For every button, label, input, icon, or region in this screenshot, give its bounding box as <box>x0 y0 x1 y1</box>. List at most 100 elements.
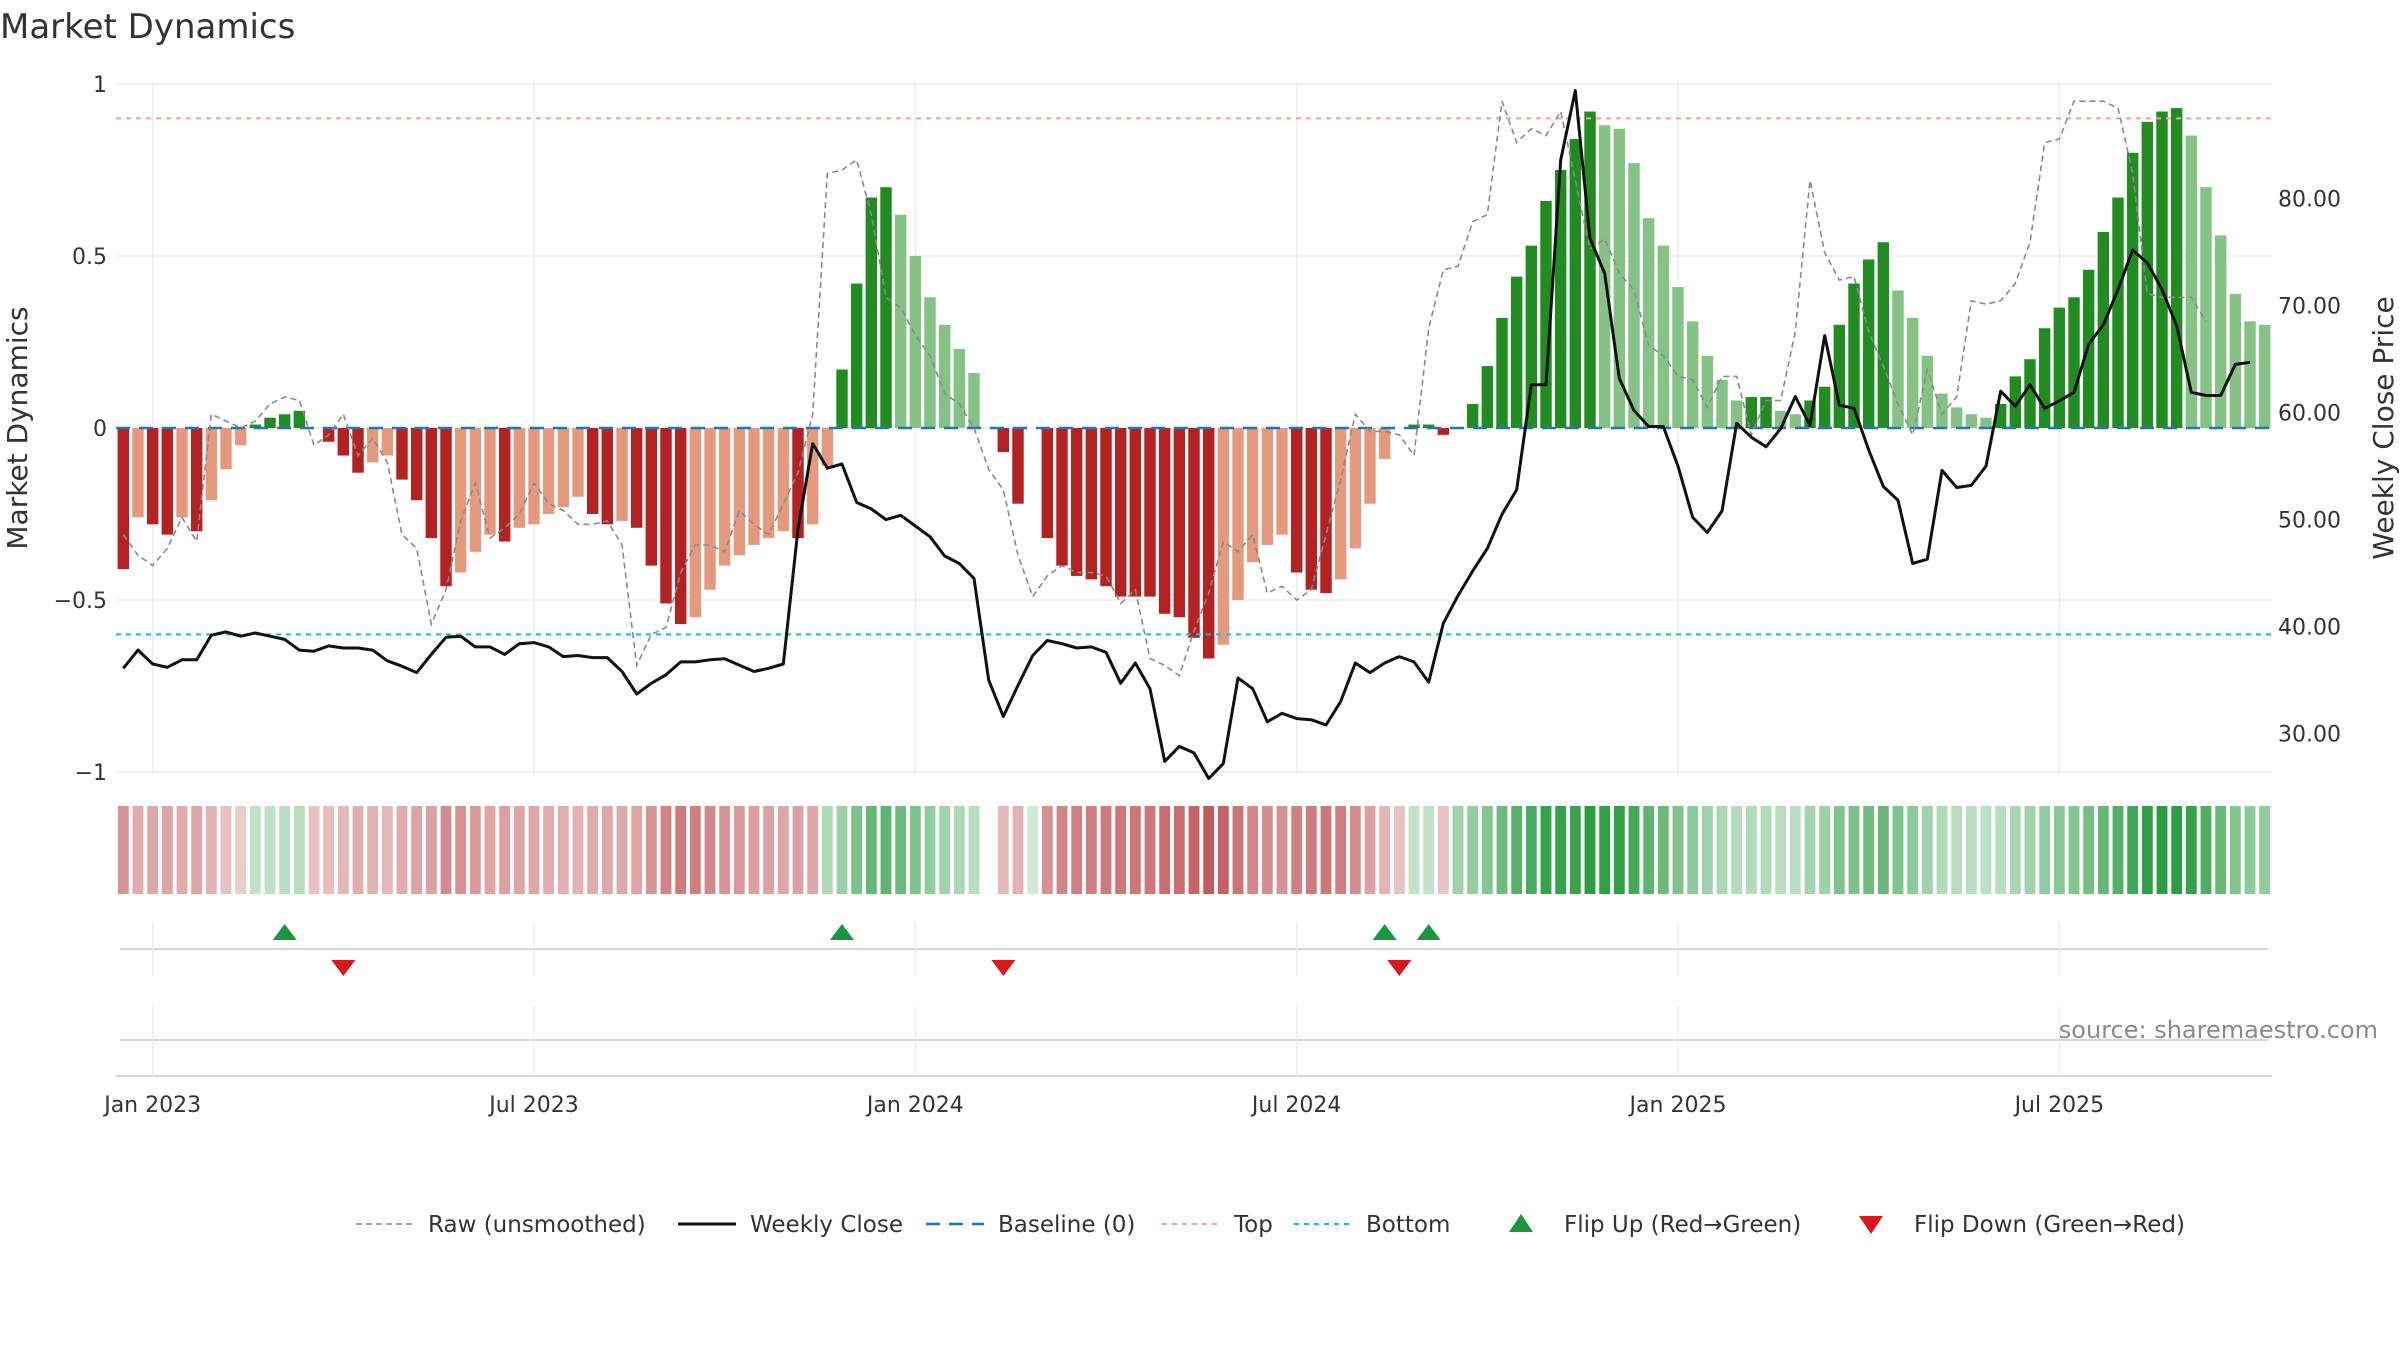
trend-cell <box>1129 806 1141 894</box>
momentum-bar <box>733 428 746 556</box>
trend-cell <box>235 806 247 894</box>
momentum-bar <box>1217 428 1230 645</box>
momentum-bar <box>1481 366 1494 428</box>
trend-cell <box>645 806 657 894</box>
trend-cell <box>851 806 863 894</box>
trend-cell <box>1643 806 1655 894</box>
trend-cell <box>1555 806 1567 894</box>
trend-cell <box>1907 806 1919 894</box>
momentum-bar <box>1012 428 1024 504</box>
momentum-bar <box>645 428 658 566</box>
momentum-bar <box>1730 400 1743 428</box>
trend-cell <box>2244 806 2256 894</box>
trend-cell <box>2053 806 2065 894</box>
momentum-bar <box>1261 428 1274 545</box>
momentum-bar <box>1188 428 1200 638</box>
momentum-bar <box>821 428 834 466</box>
trend-cell <box>953 806 965 894</box>
trend-cell <box>1379 806 1391 894</box>
momentum-bar <box>1100 428 1112 587</box>
momentum-bar <box>718 428 731 566</box>
trend-cell <box>733 806 745 894</box>
trend-cell <box>147 806 159 894</box>
momentum-bar <box>190 428 203 532</box>
trend-cell <box>249 806 261 894</box>
momentum-bars <box>117 108 2271 659</box>
x-tick-label: Jul 2024 <box>1250 1093 1342 1118</box>
trend-cell <box>836 806 848 894</box>
momentum-bar <box>1760 397 1772 428</box>
trend-cell <box>220 806 232 894</box>
trend-cell <box>777 806 789 894</box>
momentum-bar <box>396 428 408 480</box>
momentum-bar <box>572 428 584 497</box>
momentum-bar <box>2009 376 2022 428</box>
legend-label: Flip Up (Red→Green) <box>1564 1212 1801 1238</box>
momentum-bar <box>1056 428 1068 566</box>
trend-cell <box>1584 806 1596 894</box>
momentum-bar <box>777 428 790 532</box>
reference-lines <box>116 117 2272 636</box>
trend-cell <box>1012 806 1024 894</box>
momentum-bar <box>1525 245 1538 428</box>
y2-tick-label: 70.00 <box>2278 295 2341 320</box>
momentum-bar <box>1994 403 2007 428</box>
momentum-bar <box>806 428 819 525</box>
trend-cell <box>1921 806 1933 894</box>
momentum-bar <box>865 197 878 428</box>
momentum-bar <box>601 428 614 525</box>
trend-cell <box>1291 806 1303 894</box>
momentum-bar <box>2126 152 2139 429</box>
momentum-bar <box>616 428 628 521</box>
momentum-bar <box>1686 321 1699 428</box>
trend-cell <box>2068 806 2080 894</box>
trend-cell <box>117 806 129 894</box>
trend-cell <box>161 806 173 894</box>
legend-swatch <box>1509 1214 1533 1232</box>
momentum-bar <box>2185 135 2198 428</box>
momentum-bar <box>132 428 144 518</box>
trend-cell <box>631 806 643 894</box>
momentum-bar <box>674 428 687 625</box>
momentum-bar <box>1305 428 1318 590</box>
trend-cell <box>1628 806 1640 894</box>
momentum-bar <box>836 369 848 428</box>
momentum-bar <box>146 428 159 525</box>
trend-cell <box>1071 806 1083 894</box>
trend-cell <box>895 806 907 894</box>
trend-cell <box>2127 806 2139 894</box>
trend-cell <box>1393 806 1405 894</box>
y-tick-label: 1 <box>93 73 107 98</box>
momentum-bar <box>1422 424 1435 428</box>
trend-cell <box>1775 806 1787 894</box>
momentum-bar <box>894 214 907 428</box>
trend-cell <box>2171 806 2183 894</box>
momentum-bar <box>1364 428 1376 504</box>
y-tick-label: −1 <box>75 761 107 786</box>
momentum-bar <box>1745 397 1758 428</box>
momentum-bar <box>968 372 980 428</box>
trend-cell <box>1613 806 1625 894</box>
momentum-bar <box>1540 200 1552 428</box>
trend-cell <box>279 806 291 894</box>
y2-tick-label: 40.00 <box>2278 616 2341 641</box>
trend-cell <box>1056 806 1068 894</box>
trend-cell <box>2229 806 2241 894</box>
trend-cell <box>1701 806 1713 894</box>
trend-cell <box>675 806 687 894</box>
momentum-bar <box>2229 293 2242 428</box>
momentum-bar <box>1569 139 1582 429</box>
momentum-bar <box>1085 428 1098 580</box>
momentum-bar <box>2258 324 2271 428</box>
momentum-bar <box>1833 324 1846 428</box>
trend-cell <box>1144 806 1156 894</box>
momentum-bar <box>1584 111 1596 429</box>
momentum-bar <box>484 428 496 535</box>
x-tick-label: Jan 2023 <box>102 1093 201 1118</box>
momentum-bar <box>1921 355 1934 428</box>
momentum-bar <box>1144 428 1156 597</box>
momentum-bar <box>557 428 570 508</box>
trend-cell <box>455 806 467 894</box>
momentum-bar <box>660 428 672 604</box>
momentum-bar <box>425 428 438 539</box>
